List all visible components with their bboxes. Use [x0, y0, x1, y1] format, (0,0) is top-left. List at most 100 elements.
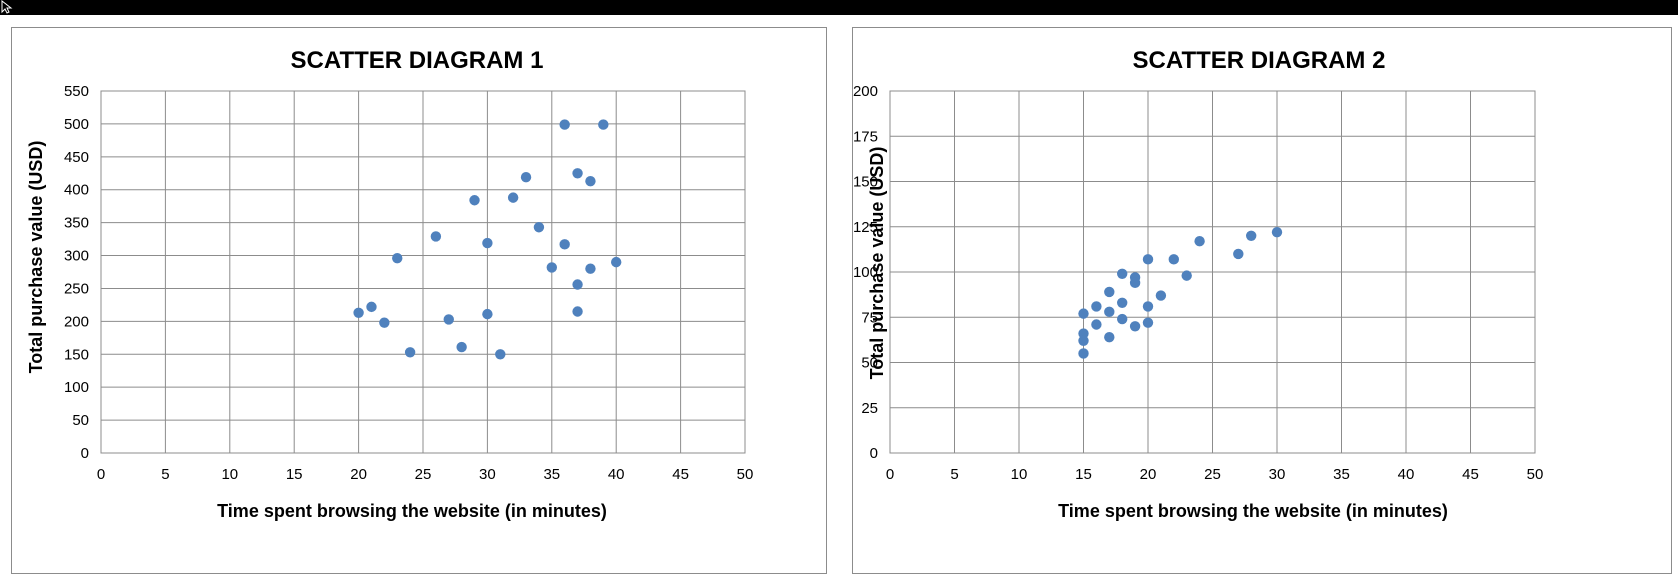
- plot-area: [100, 90, 746, 454]
- x-axis-label: Time spent browsing the website (in minu…: [217, 501, 607, 521]
- y-tick-label: 0: [81, 445, 89, 462]
- y-tick-label: 0: [870, 445, 878, 462]
- scatter-point: [443, 314, 454, 325]
- scatter-point: [1142, 317, 1154, 328]
- x-tick-label: 40: [608, 466, 625, 483]
- scatter-point: [1104, 331, 1115, 343]
- scatter-point: [1194, 236, 1205, 247]
- scatter-point: [1104, 306, 1115, 318]
- y-tick-label: 400: [64, 182, 89, 199]
- scatter-point: [520, 172, 532, 183]
- y-tick-label: 50: [861, 355, 878, 372]
- scatter-point: [598, 119, 609, 130]
- y-tick-label: 550: [64, 83, 89, 100]
- scatter-point: [1233, 248, 1244, 260]
- x-tick-label: 35: [543, 466, 560, 483]
- y-tick-label: 500: [64, 116, 89, 133]
- y-axis-label: Total purchase value (USD): [867, 147, 887, 380]
- x-tick-label: 30: [1269, 466, 1286, 483]
- x-tick-label: 5: [161, 466, 169, 483]
- chart-title: SCATTER DIAGRAM 1: [291, 47, 544, 74]
- scatter-point: [495, 349, 506, 360]
- y-tick-label: 100: [853, 264, 878, 281]
- scatter-point: [1078, 335, 1089, 346]
- scatter-point: [572, 279, 583, 290]
- x-tick-label: 50: [1527, 466, 1544, 483]
- scatter-point: [1091, 301, 1102, 312]
- scatter-chart-1-svg: SCATTER DIAGRAM 1 Time spent browsing th…: [26, 47, 754, 521]
- x-tick-label: 25: [415, 466, 432, 483]
- cursor-icon: [1, 0, 13, 14]
- y-tick-label: 125: [853, 219, 878, 236]
- x-tick-label: 15: [1075, 466, 1092, 483]
- x-tick-label: 50: [737, 466, 754, 483]
- scatter-point: [456, 341, 467, 353]
- scatter-point: [1129, 277, 1141, 289]
- x-tick-label: 5: [950, 466, 958, 483]
- scatter-chart-1: SCATTER DIAGRAM 1 Time spent browsing th…: [11, 27, 827, 574]
- scatter-point: [1181, 270, 1192, 281]
- scatter-point: [1155, 290, 1167, 301]
- y-tick-label: 150: [64, 346, 89, 363]
- scatter-point: [1091, 319, 1102, 330]
- scatter-point: [482, 237, 493, 249]
- scatter-point: [430, 231, 442, 242]
- y-tick-label: 75: [861, 309, 878, 326]
- x-tick-label: 10: [221, 466, 238, 483]
- y-tick-label: 150: [853, 174, 878, 191]
- x-tick-label: 35: [1333, 466, 1350, 483]
- scatter-point: [585, 175, 596, 187]
- x-tick-label: 10: [1011, 466, 1028, 483]
- y-tick-label: 350: [64, 215, 89, 232]
- scatter-point: [1246, 230, 1257, 241]
- scatter-point: [1078, 328, 1089, 339]
- chart-title: SCATTER DIAGRAM 2: [1133, 47, 1386, 74]
- scatter-point: [1142, 301, 1154, 312]
- x-tick-label: 15: [286, 466, 303, 483]
- scatter-point: [1129, 321, 1141, 332]
- scatter-point: [392, 252, 403, 264]
- y-tick-label: 300: [64, 248, 89, 265]
- y-tick-label: 50: [72, 412, 89, 429]
- scatter-point: [559, 239, 570, 250]
- scatter-point: [546, 262, 557, 273]
- x-tick-label: 20: [350, 466, 367, 483]
- x-tick-label: 45: [1462, 466, 1479, 483]
- y-tick-label: 200: [853, 83, 878, 100]
- scatter-point: [353, 307, 364, 319]
- x-tick-label: 0: [97, 466, 105, 483]
- y-tick-label: 250: [64, 280, 89, 297]
- scatter-point: [469, 195, 480, 206]
- scatter-chart-2: SCATTER DIAGRAM 2 Time spent browsing th…: [852, 27, 1672, 574]
- x-axis-label: Time spent browsing the website (in minu…: [1058, 501, 1448, 521]
- top-bar: [0, 0, 1678, 15]
- y-tick-label: 175: [853, 128, 878, 145]
- x-tick-label: 40: [1398, 466, 1415, 483]
- y-tick-label: 25: [861, 400, 878, 417]
- scatter-point: [1117, 313, 1128, 325]
- y-axis-label: Total purchase value (USD): [26, 141, 46, 374]
- x-tick-label: 45: [672, 466, 689, 483]
- x-tick-label: 25: [1204, 466, 1221, 483]
- scatter-point: [559, 119, 570, 130]
- scatter-point: [572, 168, 583, 179]
- scatter-point: [366, 301, 377, 313]
- scatter-point: [1117, 297, 1128, 308]
- scatter-point: [482, 308, 493, 320]
- plot-area: [889, 90, 1536, 454]
- scatter-point: [404, 347, 416, 358]
- scatter-point: [1142, 254, 1154, 265]
- scatter-point: [533, 222, 545, 233]
- scatter-point: [611, 256, 622, 268]
- scatter-point: [1078, 348, 1089, 359]
- x-tick-label: 30: [479, 466, 496, 483]
- scatter-point: [379, 317, 390, 328]
- scatter-point: [1271, 226, 1283, 238]
- y-tick-label: 200: [64, 313, 89, 330]
- scatter-point: [1117, 268, 1128, 280]
- scatter-point: [507, 192, 519, 203]
- scatter-point: [1078, 308, 1089, 319]
- scatter-point: [572, 306, 583, 317]
- y-tick-label: 450: [64, 149, 89, 166]
- scatter-point: [585, 263, 596, 274]
